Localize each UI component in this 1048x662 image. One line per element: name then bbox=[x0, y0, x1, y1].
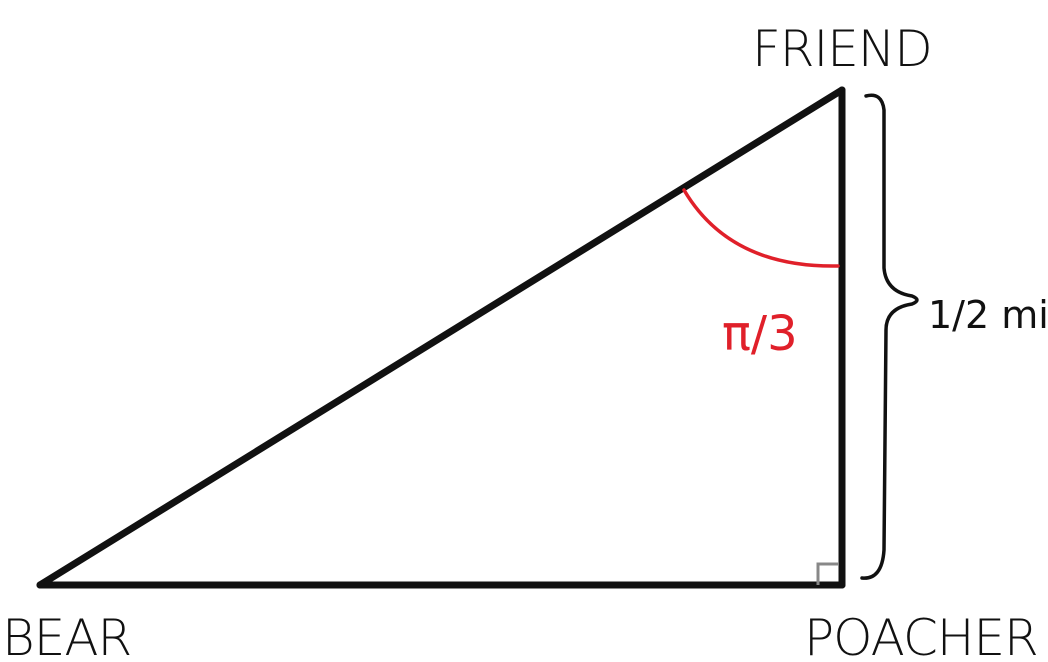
angle-label: π/3 bbox=[722, 306, 798, 362]
vertex-label-bear: BEAR bbox=[2, 609, 131, 662]
right-angle-marker bbox=[816, 562, 839, 585]
side-length-label: 1/2 mile bbox=[928, 293, 1048, 337]
angle-arc-friend bbox=[682, 188, 840, 268]
curly-brace bbox=[860, 93, 919, 580]
hypotenuse-bear-friend bbox=[36, 86, 846, 589]
vertex-label-poacher: POACHER bbox=[804, 609, 1038, 662]
vertex-label-friend: FRIEND bbox=[752, 20, 932, 78]
